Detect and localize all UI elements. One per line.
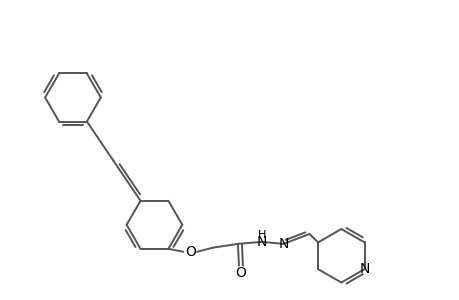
Text: H: H	[257, 230, 265, 240]
Text: N: N	[278, 237, 288, 251]
Text: O: O	[185, 245, 195, 259]
Text: N: N	[358, 262, 369, 276]
Text: N: N	[256, 235, 266, 249]
Text: O: O	[235, 266, 246, 280]
